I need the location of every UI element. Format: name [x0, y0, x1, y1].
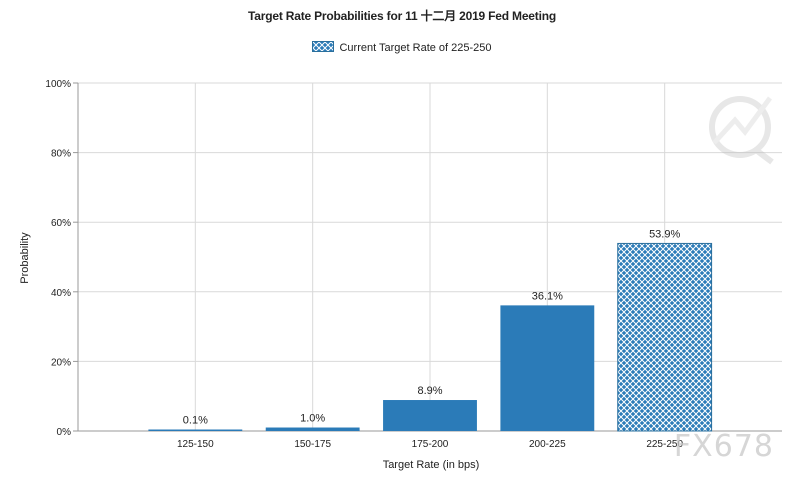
- y-tick-label: 40%: [51, 288, 71, 299]
- x-axis-title: Target Rate (in bps): [383, 459, 480, 471]
- data-label-225-250: 53.9%: [649, 228, 680, 240]
- legend-label: Current Target Rate of 225-250: [339, 42, 492, 54]
- y-tick-label: 60%: [51, 218, 71, 229]
- y-tick-label: 100%: [45, 79, 71, 90]
- data-label-125-150: 0.1%: [183, 415, 208, 427]
- y-axis-title: Probability: [19, 232, 31, 284]
- bar-225-250: [617, 242, 713, 432]
- x-tick-label-200-225: 200-225: [529, 439, 566, 450]
- data-label-175-200: 8.9%: [417, 385, 442, 397]
- legend-swatch: [312, 41, 335, 52]
- bar-200-225: [500, 305, 595, 431]
- data-label-150-175: 1.0%: [300, 413, 325, 425]
- chart-title: Target Rate Probabilities for 11 十二月 201…: [248, 9, 556, 23]
- y-tick-label: 20%: [51, 357, 71, 368]
- legend: Current Target Rate of 225-250: [0, 41, 804, 54]
- data-label-200-225: 36.1%: [532, 290, 563, 302]
- watermark-text: FX678: [673, 429, 774, 464]
- x-tick-label-175-200: 175-200: [412, 439, 449, 450]
- y-tick-label: 0%: [57, 427, 72, 438]
- bar-125-150: [148, 429, 243, 431]
- x-tick-label-225-250: 225-250: [646, 439, 683, 450]
- x-tick-label-150-175: 150-175: [294, 439, 331, 450]
- bar-175-200: [383, 400, 477, 431]
- y-tick-label: 80%: [51, 149, 71, 160]
- bar-150-175: [265, 427, 360, 431]
- x-tick-label-125-150: 125-150: [177, 439, 214, 450]
- q-logo-icon: [709, 96, 774, 165]
